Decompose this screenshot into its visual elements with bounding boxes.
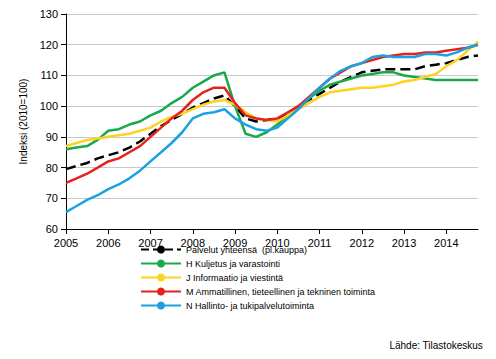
svg-text:2010: 2010: [265, 236, 290, 249]
svg-text:90: 90: [46, 131, 58, 143]
svg-text:2007: 2007: [138, 236, 163, 249]
svg-text:Indeksi (2010=100): Indeksi (2010=100): [18, 79, 29, 165]
svg-text:60: 60: [46, 223, 58, 235]
svg-text:2014: 2014: [434, 237, 458, 249]
svg-text:2006: 2006: [96, 237, 120, 249]
svg-text:110: 110: [40, 69, 58, 81]
svg-text:120: 120: [40, 39, 58, 51]
svg-text:H Kuljetus ja varastointi: H Kuljetus ja varastointi: [186, 259, 280, 269]
svg-text:M Ammatillinen, tieteellinen j: M Ammatillinen, tieteellinen ja tekninen…: [186, 287, 375, 297]
svg-text:2012: 2012: [350, 237, 374, 249]
svg-text:2005: 2005: [54, 237, 78, 249]
svg-text:130: 130: [40, 8, 58, 20]
svg-text:2009: 2009: [222, 236, 248, 249]
svg-text:2013: 2013: [392, 237, 416, 249]
svg-text:Lähde: Tilastokeskus: Lähde: Tilastokeskus: [389, 340, 482, 351]
svg-text:80: 80: [46, 162, 58, 174]
svg-text:2011: 2011: [308, 237, 332, 249]
svg-text:2008: 2008: [180, 236, 205, 249]
svg-text:Palvelut yhteensä (pl.kauppa): Palvelut yhteensä (pl.kauppa): [186, 245, 307, 255]
svg-text:J Informaatio ja viestintä: J Informaatio ja viestintä: [186, 273, 283, 283]
svg-text:100: 100: [40, 100, 58, 112]
svg-text:70: 70: [46, 192, 58, 204]
svg-text:N Hallinto- ja tukipalvelutoim: N Hallinto- ja tukipalvelutoiminta: [186, 301, 314, 311]
